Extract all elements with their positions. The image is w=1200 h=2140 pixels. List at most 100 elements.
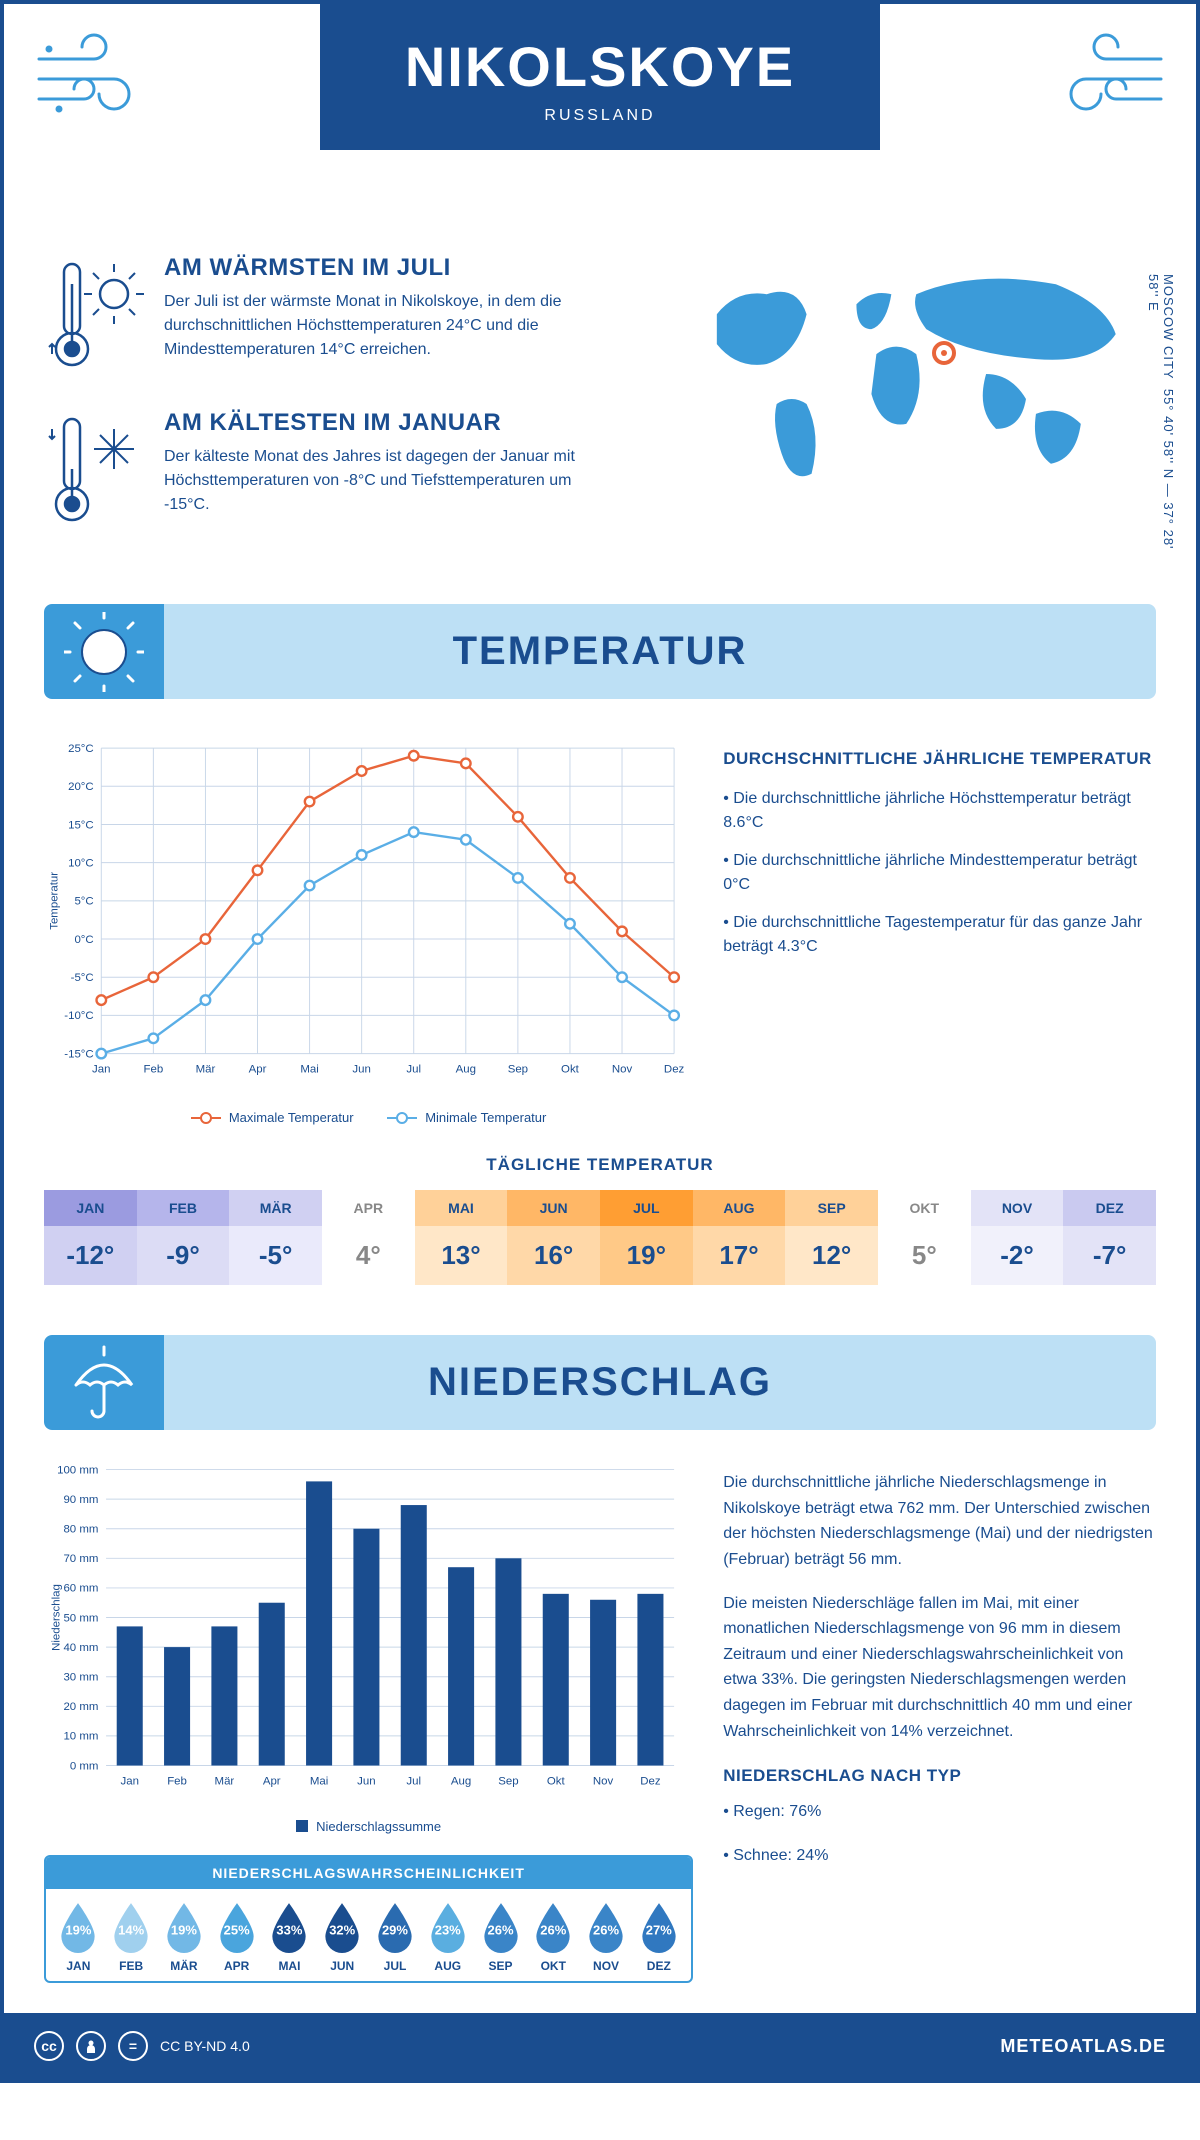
- svg-text:60 mm: 60 mm: [63, 1583, 98, 1595]
- temp-stat-bullet: • Die durchschnittliche jährliche Mindes…: [723, 849, 1156, 897]
- daily-temp-cell: SEP12°: [785, 1190, 878, 1285]
- world-map: MOSCOW CITY 55° 40' 58'' N — 37° 28' 58'…: [657, 254, 1156, 564]
- prob-cell: 26%SEP: [476, 1901, 525, 1973]
- prob-cell: 26%NOV: [582, 1901, 631, 1973]
- thermometer-snow-icon: [44, 409, 144, 534]
- precipitation-text: Die durchschnittliche jährliche Niedersc…: [723, 1460, 1156, 1983]
- svg-text:0 mm: 0 mm: [70, 1761, 99, 1773]
- precipitation-legend: Niederschlagssumme: [44, 1819, 693, 1836]
- umbrella-icon: [44, 1335, 164, 1430]
- city-name: NIKOLSKOYE: [340, 34, 860, 99]
- svg-text:20 mm: 20 mm: [63, 1701, 98, 1713]
- svg-text:Jul: Jul: [406, 1064, 421, 1076]
- wind-icon: [1046, 29, 1166, 124]
- wind-icon: [34, 29, 154, 124]
- prob-cell: 19%JAN: [54, 1901, 103, 1973]
- daily-temp-cell: DEZ-7°: [1063, 1190, 1156, 1285]
- thermometer-sun-icon: [44, 254, 144, 379]
- svg-text:10 mm: 10 mm: [63, 1731, 98, 1743]
- map-marker-icon: [932, 341, 956, 365]
- precip-type-bullet: • Regen: 76%: [723, 1799, 1156, 1825]
- svg-text:Feb: Feb: [167, 1776, 187, 1788]
- prob-cell: 14%FEB: [107, 1901, 156, 1973]
- nd-icon: =: [118, 2031, 148, 2061]
- precip-type-title: NIEDERSCHLAG NACH TYP: [723, 1762, 1156, 1789]
- coldest-summary: AM KÄLTESTEN IM JANUAR Der kälteste Mona…: [44, 409, 617, 534]
- prob-cell: 33%MAI: [265, 1901, 314, 1973]
- svg-text:10°C: 10°C: [68, 857, 94, 869]
- prob-cell: 26%OKT: [529, 1901, 578, 1973]
- prob-cell: 27%DEZ: [634, 1901, 683, 1973]
- svg-text:Apr: Apr: [249, 1064, 267, 1076]
- daily-temp-cell: JAN-12°: [44, 1190, 137, 1285]
- precip-para-2: Die meisten Niederschläge fallen im Mai,…: [723, 1591, 1156, 1745]
- svg-text:15°C: 15°C: [68, 819, 94, 831]
- svg-text:70 mm: 70 mm: [63, 1553, 98, 1565]
- precip-type-bullet: • Schnee: 24%: [723, 1843, 1156, 1869]
- temp-stat-bullet: • Die durchschnittliche jährliche Höchst…: [723, 787, 1156, 835]
- svg-text:Niederschlag: Niederschlag: [50, 1584, 62, 1651]
- precipitation-probability: NIEDERSCHLAGSWAHRSCHEINLICHKEIT 19%JAN14…: [44, 1855, 693, 1983]
- svg-text:Sep: Sep: [508, 1064, 528, 1076]
- header: NIKOLSKOYE RUSSLAND: [4, 4, 1196, 224]
- svg-text:Dez: Dez: [664, 1064, 685, 1076]
- svg-text:90 mm: 90 mm: [63, 1494, 98, 1506]
- license-text: CC BY-ND 4.0: [160, 2038, 250, 2054]
- svg-text:30 mm: 30 mm: [63, 1672, 98, 1684]
- site-name: METEOATLAS.DE: [1000, 2036, 1166, 2057]
- svg-text:Sep: Sep: [498, 1776, 518, 1788]
- country-name: RUSSLAND: [340, 107, 860, 125]
- precipitation-banner: NIEDERSCHLAG: [44, 1335, 1156, 1430]
- svg-text:Mär: Mär: [196, 1064, 216, 1076]
- svg-text:Mär: Mär: [215, 1776, 235, 1788]
- footer: cc = CC BY-ND 4.0 METEOATLAS.DE: [4, 2013, 1196, 2079]
- svg-text:Okt: Okt: [561, 1064, 580, 1076]
- svg-text:Jul: Jul: [406, 1776, 421, 1788]
- prob-cell: 25%APR: [212, 1901, 261, 1973]
- daily-temp-cell: JUN16°: [507, 1190, 600, 1285]
- svg-text:Jan: Jan: [92, 1064, 110, 1076]
- svg-text:Nov: Nov: [612, 1064, 633, 1076]
- prob-cell: 29%JUL: [371, 1901, 420, 1973]
- temperature-legend: Maximale Temperatur Minimale Temperatur: [44, 1107, 693, 1126]
- warmest-summary: AM WÄRMSTEN IM JULI Der Juli ist der wär…: [44, 254, 617, 379]
- svg-text:Mai: Mai: [310, 1776, 328, 1788]
- sun-icon: [44, 604, 164, 699]
- daily-temp-cell: AUG17°: [693, 1190, 786, 1285]
- coordinates: MOSCOW CITY 55° 40' 58'' N — 37° 28' 58'…: [1146, 274, 1176, 564]
- daily-temp-cell: NOV-2°: [971, 1190, 1064, 1285]
- precip-para-1: Die durchschnittliche jährliche Niedersc…: [723, 1470, 1156, 1572]
- prob-title: NIEDERSCHLAGSWAHRSCHEINLICHKEIT: [46, 1857, 691, 1889]
- daily-temp-cell: FEB-9°: [137, 1190, 230, 1285]
- svg-text:100 mm: 100 mm: [57, 1465, 98, 1477]
- svg-text:80 mm: 80 mm: [63, 1524, 98, 1536]
- svg-text:Apr: Apr: [263, 1776, 281, 1788]
- svg-text:40 mm: 40 mm: [63, 1642, 98, 1654]
- svg-text:25°C: 25°C: [68, 743, 94, 755]
- temperature-stats: DURCHSCHNITTLICHE JÄHRLICHE TEMPERATUR •…: [723, 729, 1156, 1125]
- daily-temp-cell: MÄR-5°: [229, 1190, 322, 1285]
- svg-text:-10°C: -10°C: [64, 1010, 93, 1022]
- temp-stat-bullet: • Die durchschnittliche Tagestemperatur …: [723, 911, 1156, 959]
- daily-temp-cell: JUL19°: [600, 1190, 693, 1285]
- coldest-body: Der kälteste Monat des Jahres ist dagege…: [164, 445, 617, 517]
- temp-stats-title: DURCHSCHNITTLICHE JÄHRLICHE TEMPERATUR: [723, 749, 1156, 769]
- svg-text:Temperatur: Temperatur: [48, 872, 60, 930]
- svg-text:-15°C: -15°C: [64, 1048, 93, 1060]
- by-icon: [76, 2031, 106, 2061]
- svg-text:20°C: 20°C: [68, 781, 94, 793]
- precipitation-chart: 0 mm10 mm20 mm30 mm40 mm50 mm60 mm70 mm8…: [44, 1460, 693, 1983]
- warmest-title: AM WÄRMSTEN IM JULI: [164, 254, 617, 282]
- svg-text:Dez: Dez: [640, 1776, 661, 1788]
- svg-text:Feb: Feb: [144, 1064, 164, 1076]
- warmest-body: Der Juli ist der wärmste Monat in Nikols…: [164, 290, 617, 362]
- daily-temp-cell: APR4°: [322, 1190, 415, 1285]
- daily-temp-grid: JAN-12°FEB-9°MÄR-5°APR4°MAI13°JUN16°JUL1…: [44, 1190, 1156, 1285]
- title-banner: NIKOLSKOYE RUSSLAND: [320, 4, 880, 150]
- daily-temp-cell: OKT5°: [878, 1190, 971, 1285]
- svg-text:Okt: Okt: [547, 1776, 566, 1788]
- temperature-banner: TEMPERATUR: [44, 604, 1156, 699]
- svg-text:0°C: 0°C: [74, 934, 93, 946]
- temperature-title: TEMPERATUR: [64, 629, 1136, 674]
- prob-cell: 23%AUG: [423, 1901, 472, 1973]
